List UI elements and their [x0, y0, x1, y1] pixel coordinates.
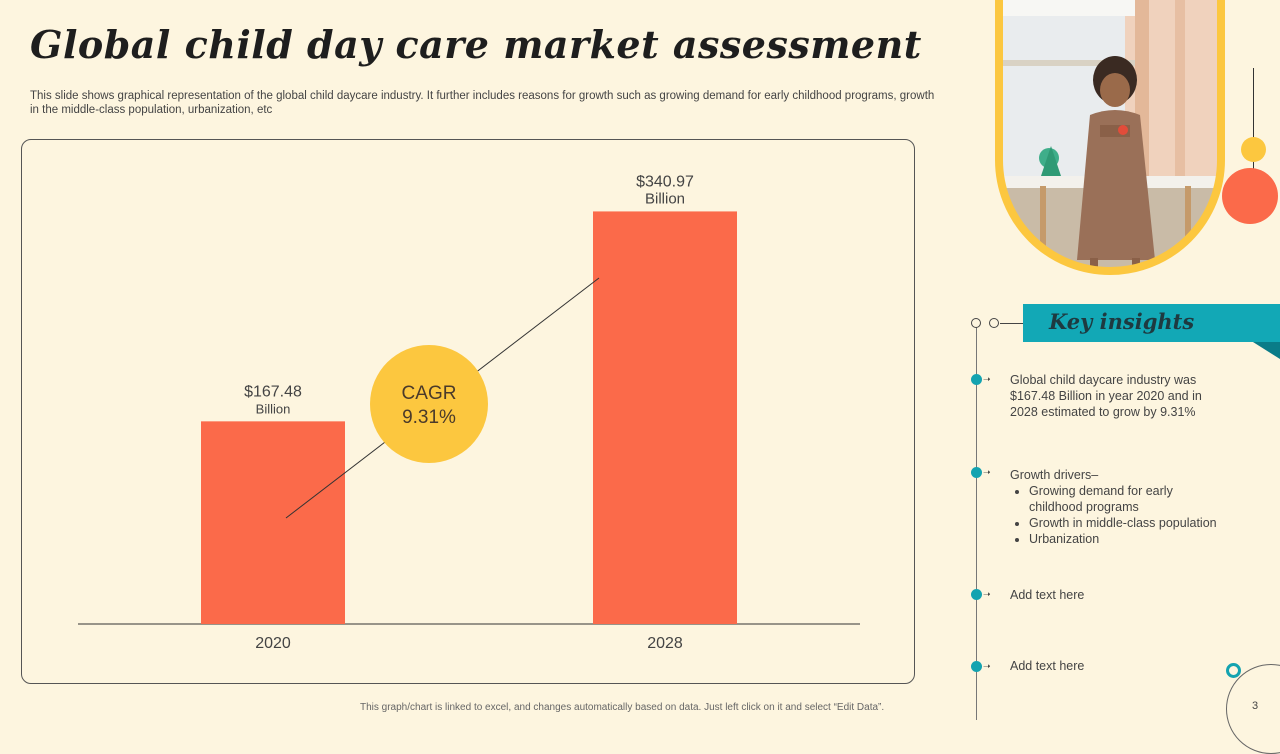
bar-2020 — [201, 421, 345, 624]
decorative-red-circle — [1222, 168, 1278, 224]
arrow-right-icon: ➝ — [983, 661, 991, 671]
bullet-dot-icon — [971, 661, 982, 672]
cagr-badge — [370, 345, 488, 463]
insight-item-2: Growth drivers– Growing demand for early… — [1010, 467, 1220, 547]
growth-drivers-list: Growing demand for early childhood progr… — [1010, 483, 1220, 547]
timeline-line — [976, 322, 977, 720]
decorative-yellow-circle — [1241, 137, 1266, 162]
data-label-value: $167.48 — [244, 383, 302, 400]
data-label-unit: Billion — [256, 401, 291, 416]
banner-fold — [1253, 342, 1280, 359]
bullet-dot-icon — [971, 467, 982, 478]
page-subtitle: This slide shows graphical representatio… — [30, 90, 935, 116]
insight-item-3[interactable]: Add text here — [1010, 588, 1085, 602]
timeline-ring-icon — [971, 318, 981, 328]
bullet-dot-icon — [971, 374, 982, 385]
arrow-right-icon: ➝ — [983, 467, 991, 477]
insight-item-2-intro: Growth drivers– — [1010, 468, 1099, 482]
arrow-right-icon: ➝ — [983, 589, 991, 599]
list-item: Growing demand for early childhood progr… — [1029, 483, 1220, 515]
page-title: Global child day care market assessment — [30, 22, 922, 67]
chart-container: 2020 $167.48 Billion 2028 $340.97 Billion CAGR… — [21, 139, 915, 684]
banner-connector — [1000, 323, 1023, 324]
bar-2028 — [593, 211, 737, 624]
arrow-right-icon: ➝ — [983, 374, 991, 384]
key-insights-banner: Key insights — [1023, 304, 1280, 342]
x-tick-label: 2020 — [255, 635, 291, 652]
cagr-label: CAGR — [402, 383, 457, 404]
data-label-value: $340.97 — [636, 173, 694, 190]
insight-item-1: Global child daycare industry was $167.4… — [1010, 373, 1202, 419]
bullet-dot-icon — [971, 589, 982, 600]
bar-chart: 2020$167.48Billion2028$340.97BillionCAGR… — [78, 173, 860, 652]
decorative-line — [1253, 68, 1254, 198]
decorative-teal-ring — [1226, 663, 1241, 678]
x-tick-label: 2028 — [647, 635, 683, 652]
timeline-ring-icon — [989, 318, 999, 328]
cagr-value: 9.31% — [402, 407, 456, 428]
data-label-unit: Billion — [645, 190, 685, 207]
child-playing-photo — [985, 0, 1235, 285]
list-item: Urbanization — [1029, 531, 1220, 547]
insight-item-4[interactable]: Add text here — [1010, 659, 1085, 673]
footer-note: This graph/chart is linked to excel, and… — [360, 702, 885, 713]
list-item: Growth in middle-class population — [1029, 515, 1220, 531]
